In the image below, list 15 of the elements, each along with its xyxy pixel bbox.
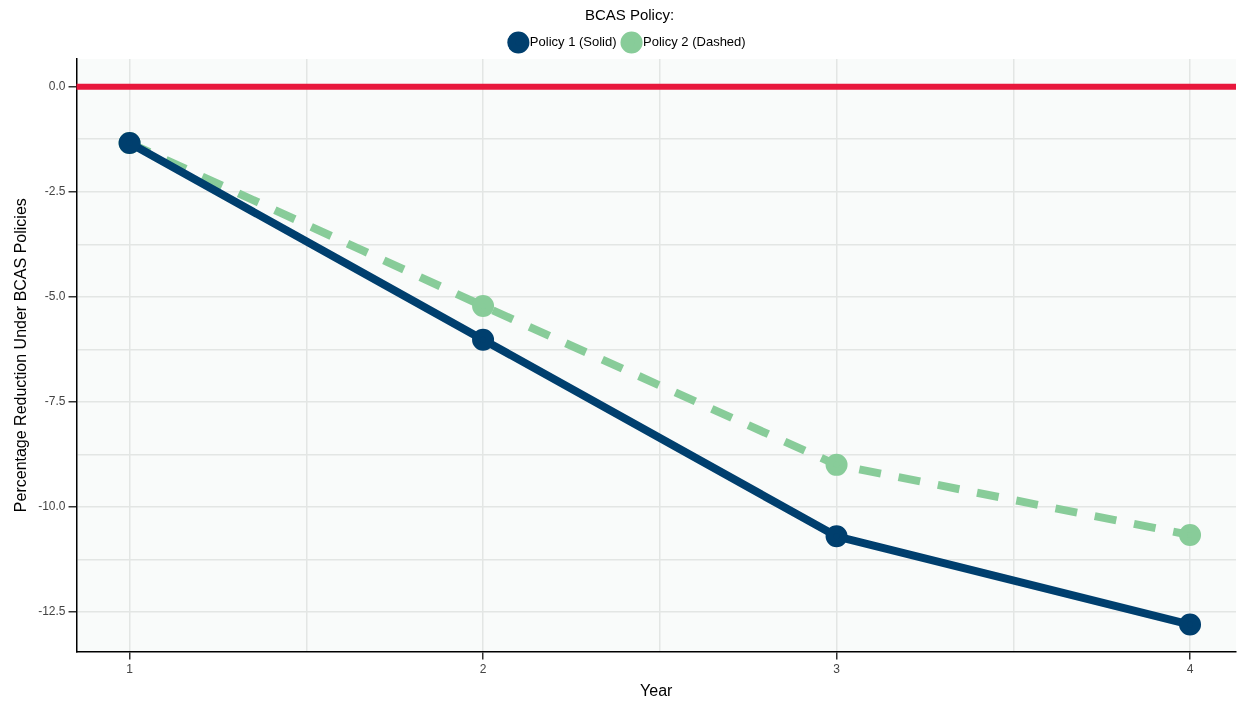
y-tick-label: -10.0 [38,499,66,514]
x-tick-label: 4 [1186,661,1194,676]
x-axis-title: Year [640,681,674,699]
y-tick-label: -12.5 [38,604,66,619]
y-axis-title: Percentage Reduction Under BCAS Policies [12,198,30,513]
x-tick-label: 3 [833,661,841,676]
x-tick-label: 2 [479,661,487,676]
y-tick-label: 0.0 [48,79,66,94]
x-tick-label: 1 [126,661,134,676]
y-tick-label: -5.0 [44,289,66,304]
legend-title: BCAS Policy: [584,5,675,23]
legend-label: Policy 1 (Solid) [529,34,617,50]
y-tick-label: -2.5 [44,184,66,199]
y-tick-label: -7.5 [44,394,66,409]
legend-label: Policy 2 (Dashed) [643,34,746,50]
